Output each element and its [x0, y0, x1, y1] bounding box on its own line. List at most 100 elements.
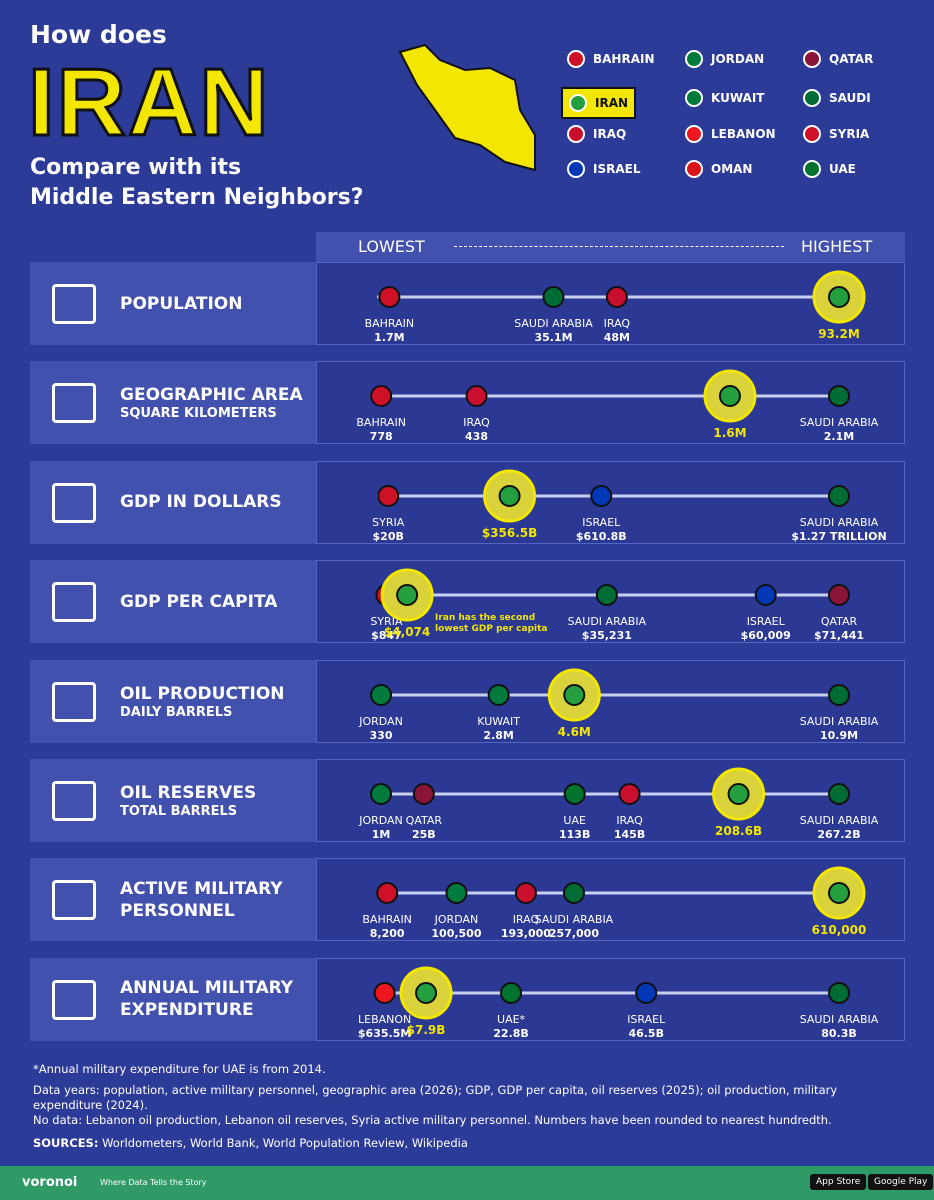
title-line: Compare with its [30, 155, 242, 180]
point-value: $35,231 [582, 629, 632, 642]
note: Data years: population, active military … [33, 1083, 838, 1112]
point-name: SAUDI ARABIA [568, 615, 647, 628]
row-icon [52, 582, 96, 623]
google-play[interactable]: Google Play [868, 1174, 934, 1190]
legend-label: ISRAEL [593, 162, 641, 176]
legend-swatch [569, 94, 587, 112]
point-name: BAHRAIN [356, 416, 406, 429]
point-value: 35.1M [534, 331, 572, 344]
country-dot [828, 882, 850, 905]
legend-label: KUWAIT [711, 91, 765, 105]
point-value: $610.8B [576, 530, 627, 543]
point-name: BAHRAIN [365, 317, 415, 330]
country-dot [828, 286, 850, 308]
row-label-panel: OIL RESERVES TOTAL BARRELS [30, 759, 316, 842]
point-name: UAE* [497, 1013, 526, 1026]
scale-dash [454, 246, 784, 247]
point-name: QATAR [406, 814, 443, 827]
legend-label: JORDAN [711, 52, 765, 66]
point-value: 46.5B [628, 1027, 664, 1040]
sources-label: SOURCES: [33, 1136, 99, 1150]
country-dot [635, 981, 658, 1004]
row-text: GDP PER CAPITA [120, 560, 310, 643]
legend-label: IRAN [595, 96, 629, 110]
row-title: ANNUAL MILITARY EXPENDITURE [120, 978, 294, 1021]
point-name: QATAR [821, 615, 858, 628]
point-value: $356.5B [482, 526, 537, 540]
row-icon [52, 681, 96, 722]
row-subtitle: TOTAL BARRELS [120, 804, 238, 819]
country-dot [595, 584, 618, 607]
legend-item: ISRAEL [561, 158, 646, 180]
country-dot [396, 584, 419, 607]
iran-map [398, 43, 536, 172]
title-line: Middle Eastern Neighbors? [30, 185, 364, 210]
point-value: 1M [372, 828, 391, 841]
legend-label: SAUDI [829, 91, 871, 105]
point-value: $635.5M [358, 1027, 411, 1040]
legend-item: IRAQ [561, 123, 632, 145]
point-name: KUWAIT [477, 715, 520, 728]
country-dot [378, 286, 401, 308]
row-label-panel: POPULATION [30, 262, 316, 345]
point-value: 10.9M [820, 729, 858, 742]
point-value: 257,000 [549, 927, 599, 940]
point-value: 113B [559, 828, 590, 841]
point-value: 330 [370, 729, 393, 742]
country-dot [415, 981, 438, 1004]
country-dot [376, 882, 399, 905]
annotation: Iran has the second lowest GDP per capit… [435, 613, 548, 635]
legend-label: LEBANON [711, 127, 776, 141]
legend-item: QATAR [797, 48, 879, 70]
point-value: $1.27 TRILLION [791, 530, 886, 543]
row-text: POPULATION [120, 262, 310, 345]
point-value: 100,500 [431, 927, 481, 940]
row-text: OIL PRODUCTION DAILY BARRELS [120, 660, 310, 743]
row-icon [52, 781, 96, 821]
point-name: SAUDI ARABIA [800, 1013, 879, 1026]
row-title: OIL RESERVES [120, 783, 257, 803]
point-name: LEBANON [358, 1013, 411, 1026]
row-chart-panel: JORDAN 1M QATAR 25B UAE 113B IRAQ 145B 208.6B SAU… [316, 759, 905, 842]
scale-high: HIGHEST [801, 237, 873, 256]
point-name: SAUDI ARABIA [535, 913, 614, 926]
point-value: 2.1M [824, 430, 854, 443]
point-value: 778 [370, 430, 393, 443]
country-dot [465, 385, 488, 408]
legend-swatch [803, 89, 821, 107]
point-value: $71,441 [814, 629, 864, 642]
app-store[interactable]: App Store [810, 1174, 867, 1190]
title-big: IRAN [27, 49, 271, 156]
country-dot [605, 286, 628, 308]
note: *Annual military expenditure for UAE is … [33, 1062, 326, 1076]
legend-label: QATAR [829, 52, 874, 66]
legend-swatch [803, 125, 821, 143]
legend-swatch [567, 160, 585, 178]
row-text: GEOGRAPHIC AREA SQUARE KILOMETERS [120, 361, 310, 444]
row-label-panel: ANNUAL MILITARY EXPENDITURE [30, 957, 316, 1041]
point-name: IRAQ [616, 814, 643, 827]
point-value: 25B [412, 828, 436, 841]
row-chart-panel: BAHRAIN 778 IRAQ 438 1.6M SAUDI ARABIA 2.1M [316, 361, 905, 445]
legend-label: IRAQ [593, 127, 627, 141]
sources-text: Worldometers, World Bank, World Populati… [102, 1136, 468, 1150]
country-dot [828, 385, 850, 408]
legend-item: JORDAN [679, 48, 770, 70]
row-label-panel: GDP IN DOLLARS [30, 460, 316, 544]
legend-item: UAE [797, 158, 862, 180]
brand: voronoi [22, 1175, 78, 1190]
country-dot [828, 584, 850, 607]
country-dot [590, 484, 613, 507]
point-name: JORDAN [358, 814, 403, 827]
point-value: 610,000 [812, 923, 867, 937]
note: No data: Lebanon oil production, Lebanon… [33, 1113, 832, 1127]
row-title: POPULATION [120, 293, 243, 314]
legend-swatch [685, 50, 703, 68]
row-icon [52, 383, 96, 424]
row-chart-panel: BAHRAIN 8,200 JORDAN 100,500 IRAQ 193,000 SAUD… [316, 858, 905, 942]
legend-label: BAHRAIN [593, 52, 655, 66]
